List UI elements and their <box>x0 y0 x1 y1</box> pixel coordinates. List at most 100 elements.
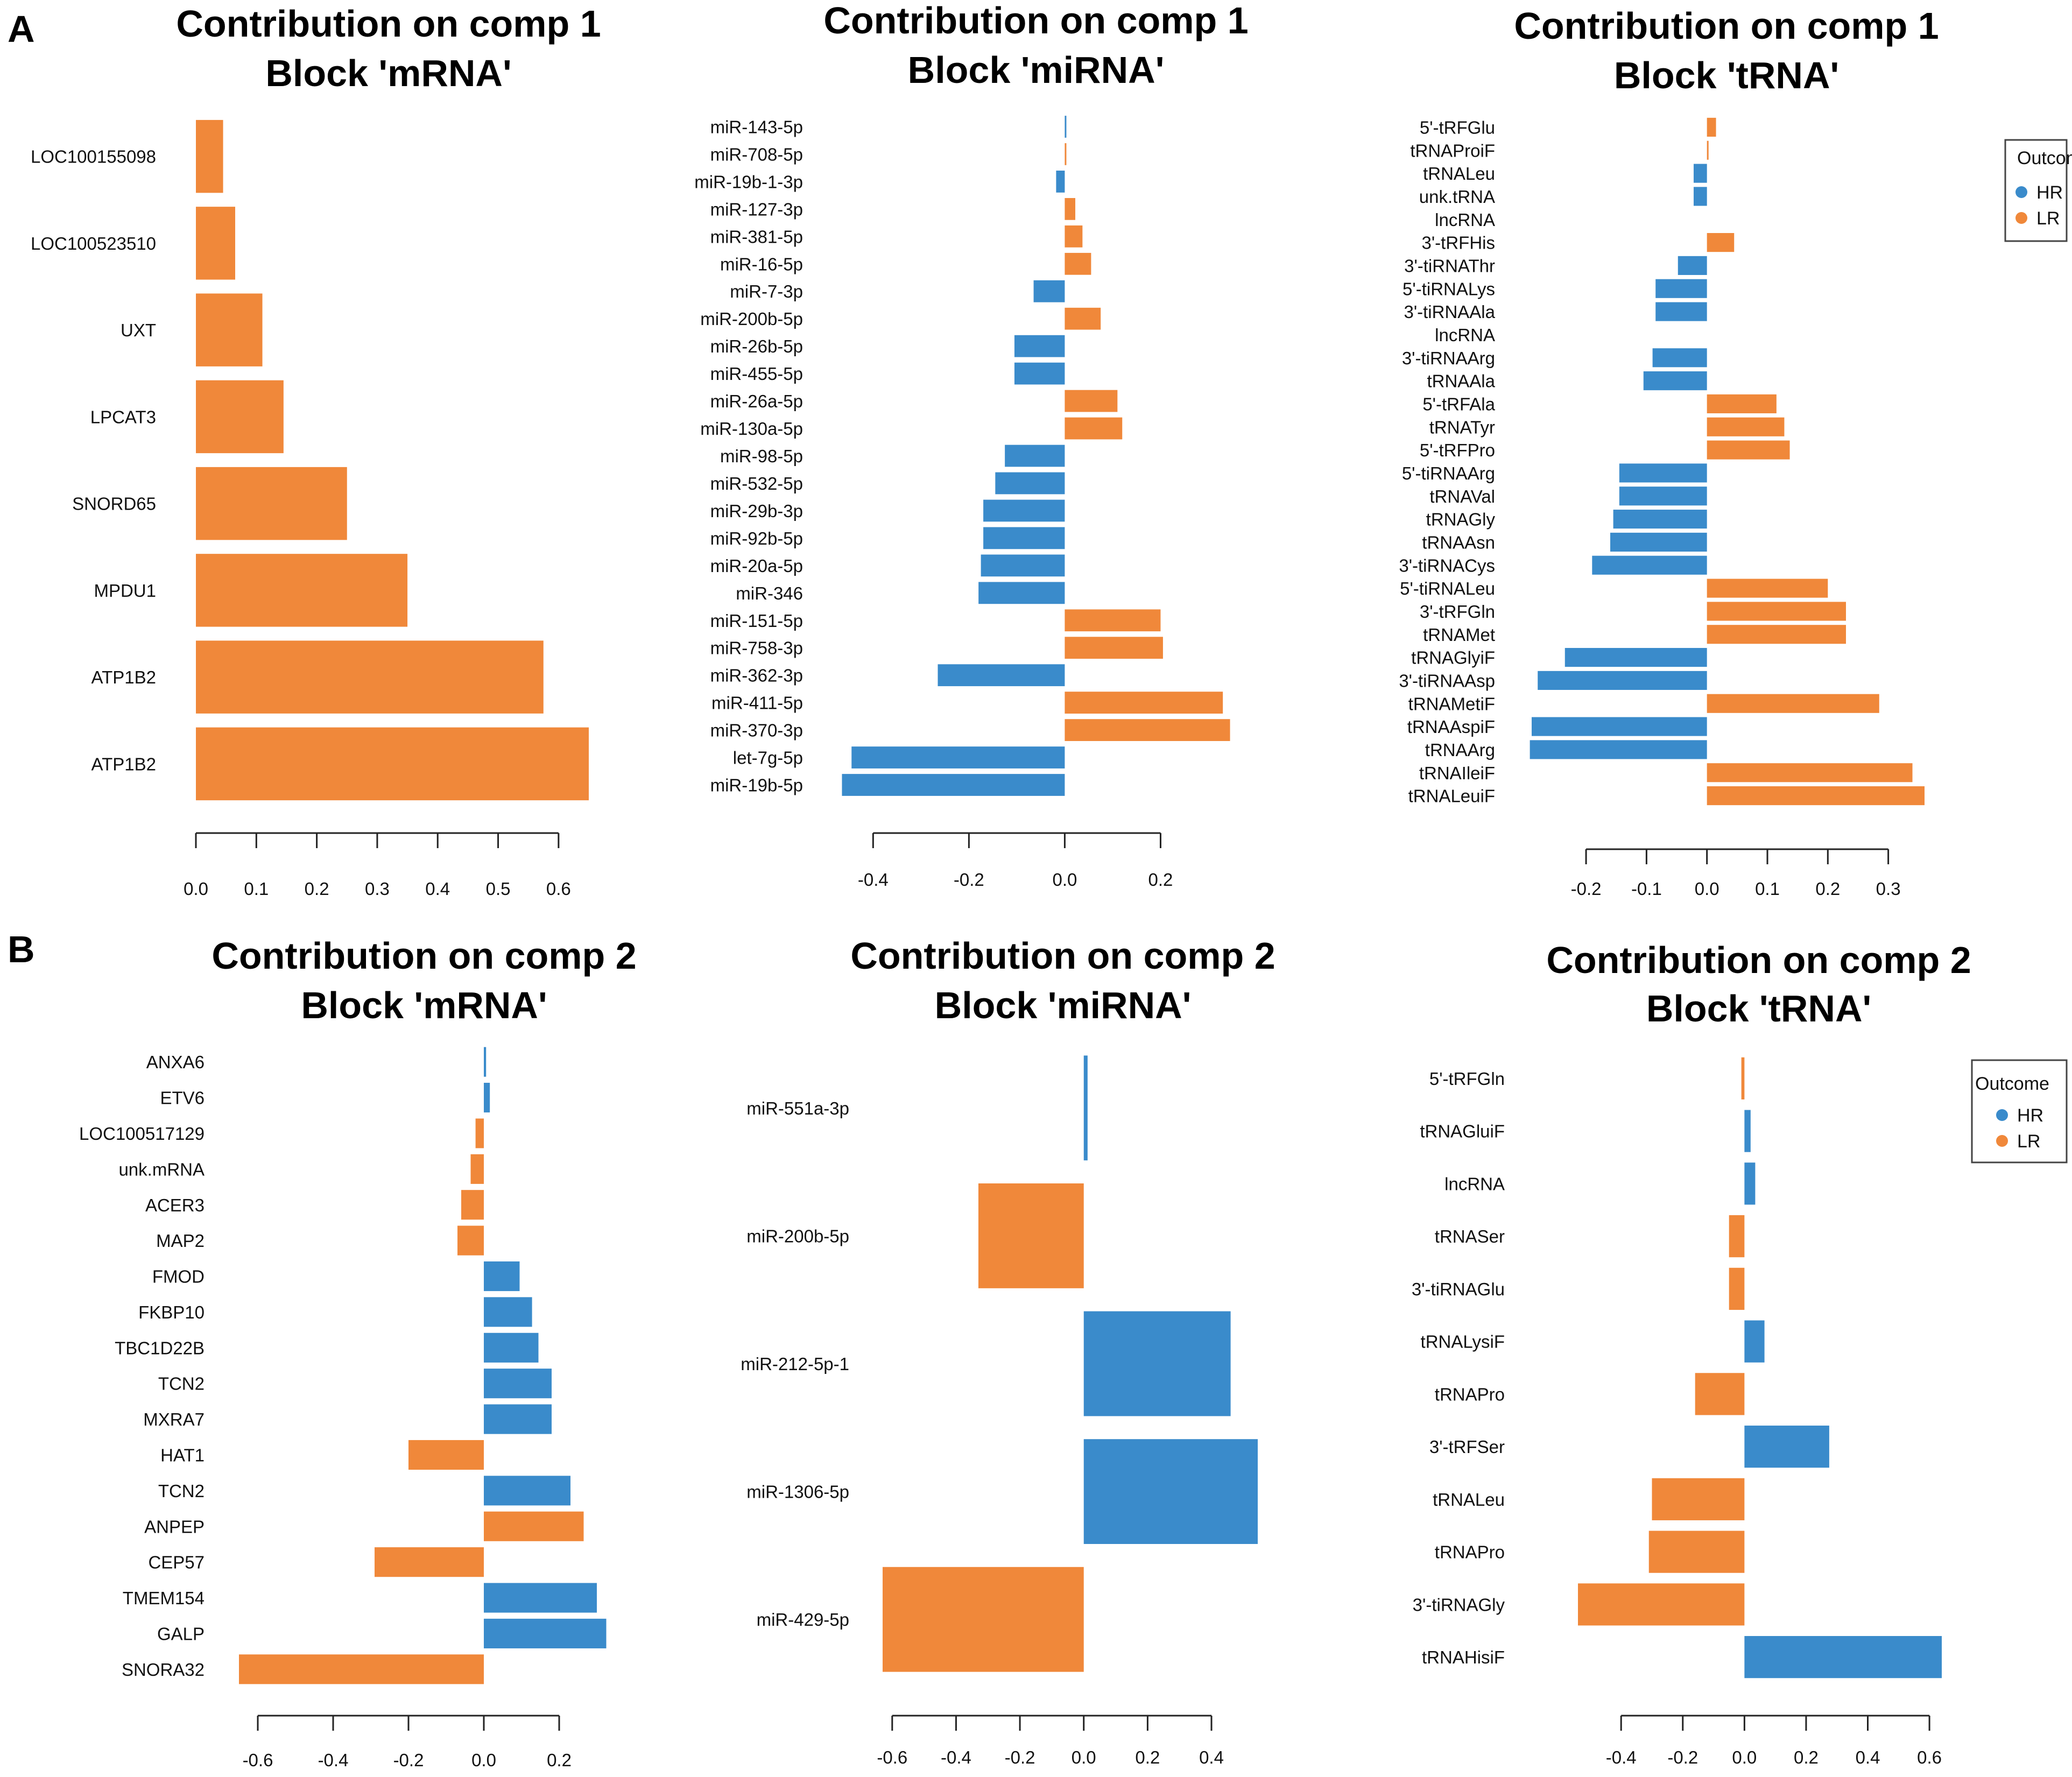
category-label: tRNALeuiF <box>1408 786 1495 806</box>
category-label: lncRNA <box>1435 210 1495 230</box>
x-tick-label: 0.4 <box>1856 1747 1880 1767</box>
bar-15 <box>983 499 1065 522</box>
bar-6 <box>1707 233 1735 252</box>
bar-2 <box>1065 143 1067 165</box>
bar-1 <box>1065 116 1067 138</box>
category-label: miR-16-5p <box>720 254 803 274</box>
category-label: miR-19b-5p <box>710 775 803 795</box>
category-label: 3'-tiRNAGly <box>1413 1595 1505 1614</box>
category-label: tRNAMet <box>1423 625 1495 645</box>
legend-label-lr: LR <box>2036 208 2060 229</box>
bar-8 <box>1744 1426 1829 1468</box>
category-label: miR-758-3p <box>710 638 803 658</box>
bar-2 <box>484 1083 490 1113</box>
bar-3 <box>1083 1311 1231 1416</box>
category-label: 5'-tRFPro <box>1420 440 1495 460</box>
category-label: unk.tRNA <box>1419 187 1495 207</box>
category-label: 5'-tRFGln <box>1429 1069 1505 1089</box>
category-label: miR-200b-5p <box>700 309 803 329</box>
category-label: tRNAAspiF <box>1407 717 1495 737</box>
category-label: miR-708-5p <box>710 144 803 164</box>
bar-14 <box>1707 417 1785 436</box>
bar-9 <box>1014 335 1065 357</box>
bar-18 <box>1613 510 1707 529</box>
bar-10 <box>1014 362 1065 385</box>
x-tick-label: 0.0 <box>1072 1747 1096 1767</box>
category-label: tRNALysiF <box>1421 1332 1505 1352</box>
bar-12 <box>1744 1636 1942 1679</box>
category-label: ANPEP <box>144 1517 205 1536</box>
x-tick-label: 0.2 <box>1815 879 1840 899</box>
category-label: tRNASer <box>1435 1226 1505 1246</box>
chart-subtitle: Block 'mRNA' <box>301 984 547 1026</box>
category-label: tRNAPro <box>1435 1384 1505 1404</box>
bar-28 <box>1530 740 1707 759</box>
x-tick-label: 0.2 <box>1148 870 1173 890</box>
chart-comp2-mirna: Contribution on comp 2 Block 'miRNA' miR… <box>741 935 1275 1767</box>
bar-9 <box>1652 1478 1745 1520</box>
x-tick-label: 0.3 <box>1876 879 1901 899</box>
bar-4 <box>1729 1215 1745 1258</box>
category-label: MPDU1 <box>94 581 156 601</box>
category-label: miR-346 <box>736 583 803 603</box>
category-label: miR-26b-5p <box>710 336 803 356</box>
bar-4 <box>1693 187 1707 206</box>
bar-23 <box>1707 625 1846 644</box>
category-label: miR-127-3p <box>710 199 803 219</box>
category-label: miR-92b-5p <box>710 528 803 548</box>
x-tick-label: 0.4 <box>1199 1747 1224 1767</box>
category-label: LOC100155098 <box>31 147 156 167</box>
category-label: miR-200b-5p <box>746 1226 849 1246</box>
category-label: miR-429-5p <box>757 1610 849 1630</box>
bar-3 <box>475 1118 484 1148</box>
category-label: ANXA6 <box>146 1052 205 1072</box>
bar-21 <box>938 664 1065 687</box>
x-tick-label: -0.4 <box>1606 1747 1637 1767</box>
x-tick-label: -0.2 <box>1667 1747 1698 1767</box>
bar-3 <box>1744 1162 1756 1205</box>
category-label: miR-26a-5p <box>710 391 803 411</box>
category-label: FKBP10 <box>138 1302 205 1322</box>
bar-1 <box>196 119 223 193</box>
chart-subtitle: Block 'miRNA' <box>935 984 1192 1026</box>
bar-7 <box>1033 280 1065 302</box>
bar-20 <box>1592 555 1707 575</box>
category-label: 3'-tiRNAThr <box>1404 256 1495 276</box>
category-label: 3'-tiRNAAla <box>1404 302 1495 322</box>
chart-subtitle: Block 'mRNA' <box>265 52 511 94</box>
bar-13 <box>484 1476 570 1506</box>
category-label: tRNALeu <box>1423 164 1495 184</box>
legend-label-hr: HR <box>2036 182 2063 203</box>
category-label: lncRNA <box>1444 1174 1505 1194</box>
category-label: miR-411-5p <box>711 693 803 713</box>
x-tick-label: 0.3 <box>365 879 390 899</box>
x-tick-label: 0.0 <box>1732 1747 1757 1767</box>
bar-18 <box>239 1654 484 1684</box>
category-label: TBC1D22B <box>115 1338 205 1358</box>
bar-2 <box>196 207 235 280</box>
chart-title: Contribution on comp 1 <box>1514 5 1939 47</box>
bar-24 <box>1564 648 1707 667</box>
bar-22 <box>1707 602 1846 621</box>
x-tick-label: 0.4 <box>425 879 450 899</box>
legend-label-lr: LR <box>2017 1131 2040 1152</box>
bar-1 <box>1083 1055 1088 1161</box>
category-label: tRNAAla <box>1427 371 1495 391</box>
bar-7 <box>484 1261 520 1292</box>
bar-24 <box>851 746 1065 768</box>
x-tick-label: 0.6 <box>546 879 571 899</box>
category-label: ETV6 <box>160 1088 205 1108</box>
x-tick-label: -0.2 <box>1571 879 1602 899</box>
bar-4 <box>470 1154 484 1184</box>
x-tick-label: 0.6 <box>1917 1747 1942 1767</box>
legend-title: Outcome <box>1975 1074 2049 1094</box>
x-tick-label: 0.2 <box>547 1750 572 1770</box>
bar-19 <box>1610 532 1707 552</box>
category-label: SNORA32 <box>122 1660 205 1680</box>
bar-4 <box>1065 198 1075 220</box>
category-label: miR-151-5p <box>710 611 803 631</box>
bar-2 <box>978 1183 1084 1288</box>
category-label: miR-381-5p <box>710 227 803 246</box>
x-tick-label: -0.1 <box>1631 879 1662 899</box>
